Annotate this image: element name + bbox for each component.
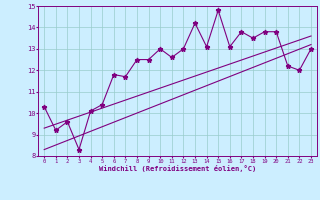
X-axis label: Windchill (Refroidissement éolien,°C): Windchill (Refroidissement éolien,°C) (99, 165, 256, 172)
